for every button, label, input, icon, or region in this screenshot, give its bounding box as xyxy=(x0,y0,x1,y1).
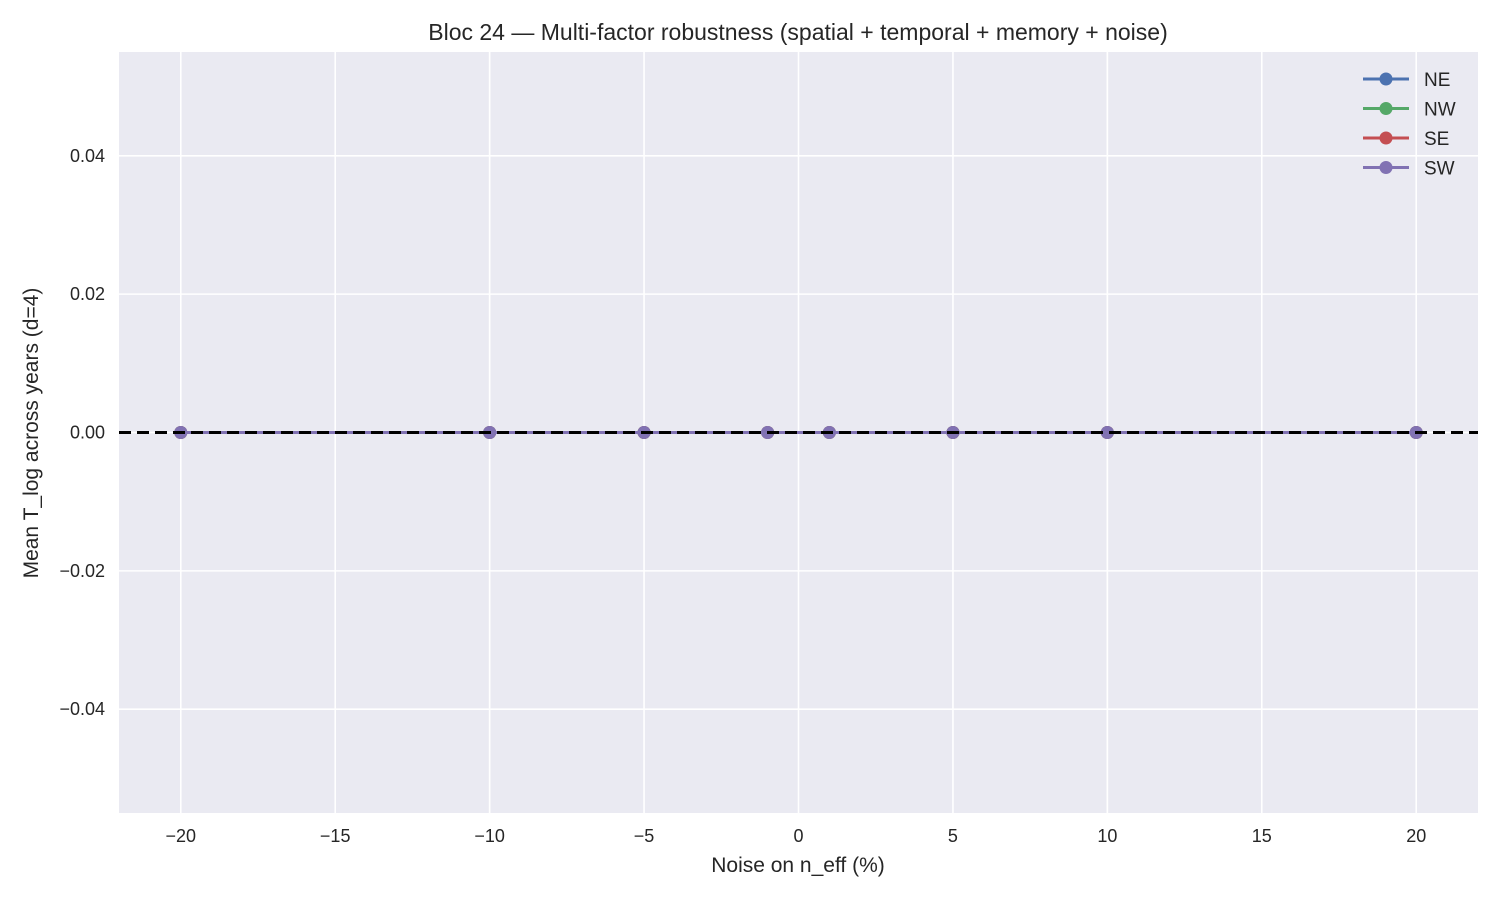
y-tick-label: −0.04 xyxy=(59,699,105,719)
legend-label: NE xyxy=(1424,70,1450,91)
legend-label: SW xyxy=(1424,159,1455,180)
legend-swatch-marker xyxy=(1379,102,1393,115)
y-axis-ticks: 0.04 0.02 0.00 −0.02 −0.04 xyxy=(59,146,105,719)
x-axis-label: Noise on n_eff (%) xyxy=(711,854,885,877)
x-tick-label: −20 xyxy=(165,826,196,846)
legend-label: NW xyxy=(1424,100,1456,121)
legend-swatch-marker xyxy=(1379,161,1393,174)
x-tick-label: −10 xyxy=(474,826,505,846)
legend-item-ne: NE xyxy=(1363,70,1450,91)
x-tick-label: 20 xyxy=(1406,826,1426,846)
chart-title: Bloc 24 — Multi-factor robustness (spati… xyxy=(428,19,1168,45)
x-tick-label: 0 xyxy=(793,826,803,846)
legend-item-sw: SW xyxy=(1363,159,1455,180)
legend-item-se: SE xyxy=(1363,129,1449,150)
y-tick-label: −0.02 xyxy=(59,561,105,581)
x-axis-ticks: −20 −15 −10 −5 0 5 10 15 20 xyxy=(165,826,1426,846)
x-tick-label: 5 xyxy=(948,826,958,846)
y-tick-label: 0.00 xyxy=(70,423,105,443)
x-tick-label: −5 xyxy=(634,826,655,846)
y-axis-label: Mean T_log across years (d=4) xyxy=(20,288,43,579)
legend-item-nw: NW xyxy=(1363,100,1456,121)
x-tick-label: 15 xyxy=(1252,826,1272,846)
y-tick-label: 0.04 xyxy=(70,146,105,166)
x-tick-label: 10 xyxy=(1097,826,1117,846)
legend-swatch-marker xyxy=(1379,131,1393,145)
legend-swatch-marker xyxy=(1379,72,1393,86)
y-tick-label: 0.02 xyxy=(70,284,105,304)
legend-label: SE xyxy=(1424,129,1449,150)
legend: NE NW SE SW xyxy=(1363,70,1456,180)
x-tick-label: −15 xyxy=(320,826,351,846)
data-point-sw xyxy=(1100,426,1114,439)
